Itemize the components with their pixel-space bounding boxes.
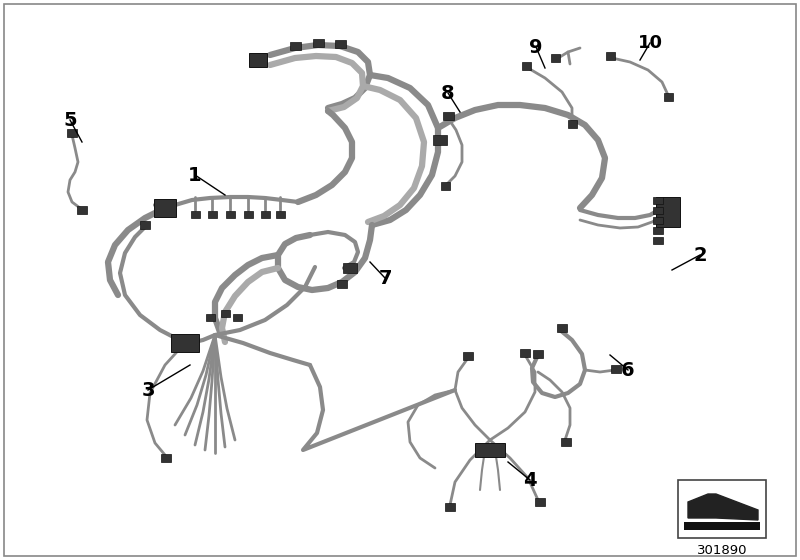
Text: 6: 6 [621, 361, 635, 380]
Bar [67, 129, 77, 137]
Bar [663, 93, 673, 101]
Bar [207, 211, 217, 217]
Text: 1: 1 [188, 166, 202, 184]
Bar [221, 310, 230, 316]
Text: 4: 4 [523, 470, 537, 489]
Bar [313, 39, 323, 47]
Bar [550, 54, 559, 62]
Bar [684, 522, 760, 530]
Bar [337, 280, 347, 288]
Bar [561, 438, 571, 446]
Bar [441, 182, 450, 190]
Bar [535, 498, 545, 506]
Text: 2: 2 [693, 245, 707, 264]
Bar [334, 40, 346, 48]
Bar [190, 211, 199, 217]
Bar [520, 349, 530, 357]
Bar [678, 480, 766, 538]
Polygon shape [688, 494, 758, 520]
Bar [171, 334, 199, 352]
Bar [154, 199, 176, 217]
Text: 7: 7 [378, 268, 392, 287]
Bar [206, 314, 214, 320]
Text: 5: 5 [63, 110, 77, 129]
Bar [463, 352, 473, 360]
Bar [445, 503, 455, 511]
Text: 301890: 301890 [697, 544, 747, 557]
Bar [475, 443, 505, 457]
Bar [653, 236, 663, 244]
Bar [249, 53, 267, 67]
Bar [567, 120, 577, 128]
Bar [433, 135, 447, 145]
Bar [243, 211, 253, 217]
Bar [653, 217, 663, 223]
Text: 8: 8 [441, 83, 455, 102]
Bar [233, 314, 242, 320]
Bar [653, 226, 663, 234]
Bar [656, 197, 680, 227]
Text: 10: 10 [638, 34, 662, 52]
Text: 3: 3 [142, 380, 154, 399]
Bar [275, 211, 285, 217]
Bar [653, 207, 663, 213]
Bar [442, 112, 454, 120]
Bar [261, 211, 270, 217]
Bar [161, 454, 171, 462]
Bar [226, 211, 234, 217]
Bar [653, 197, 663, 203]
Text: 9: 9 [530, 38, 542, 57]
Bar [606, 52, 614, 60]
Bar [77, 206, 87, 214]
Bar [290, 42, 301, 50]
Bar [140, 221, 150, 229]
Bar [522, 62, 530, 70]
Bar [343, 263, 357, 273]
Bar [533, 350, 543, 358]
Bar [611, 365, 621, 373]
Bar [557, 324, 567, 332]
